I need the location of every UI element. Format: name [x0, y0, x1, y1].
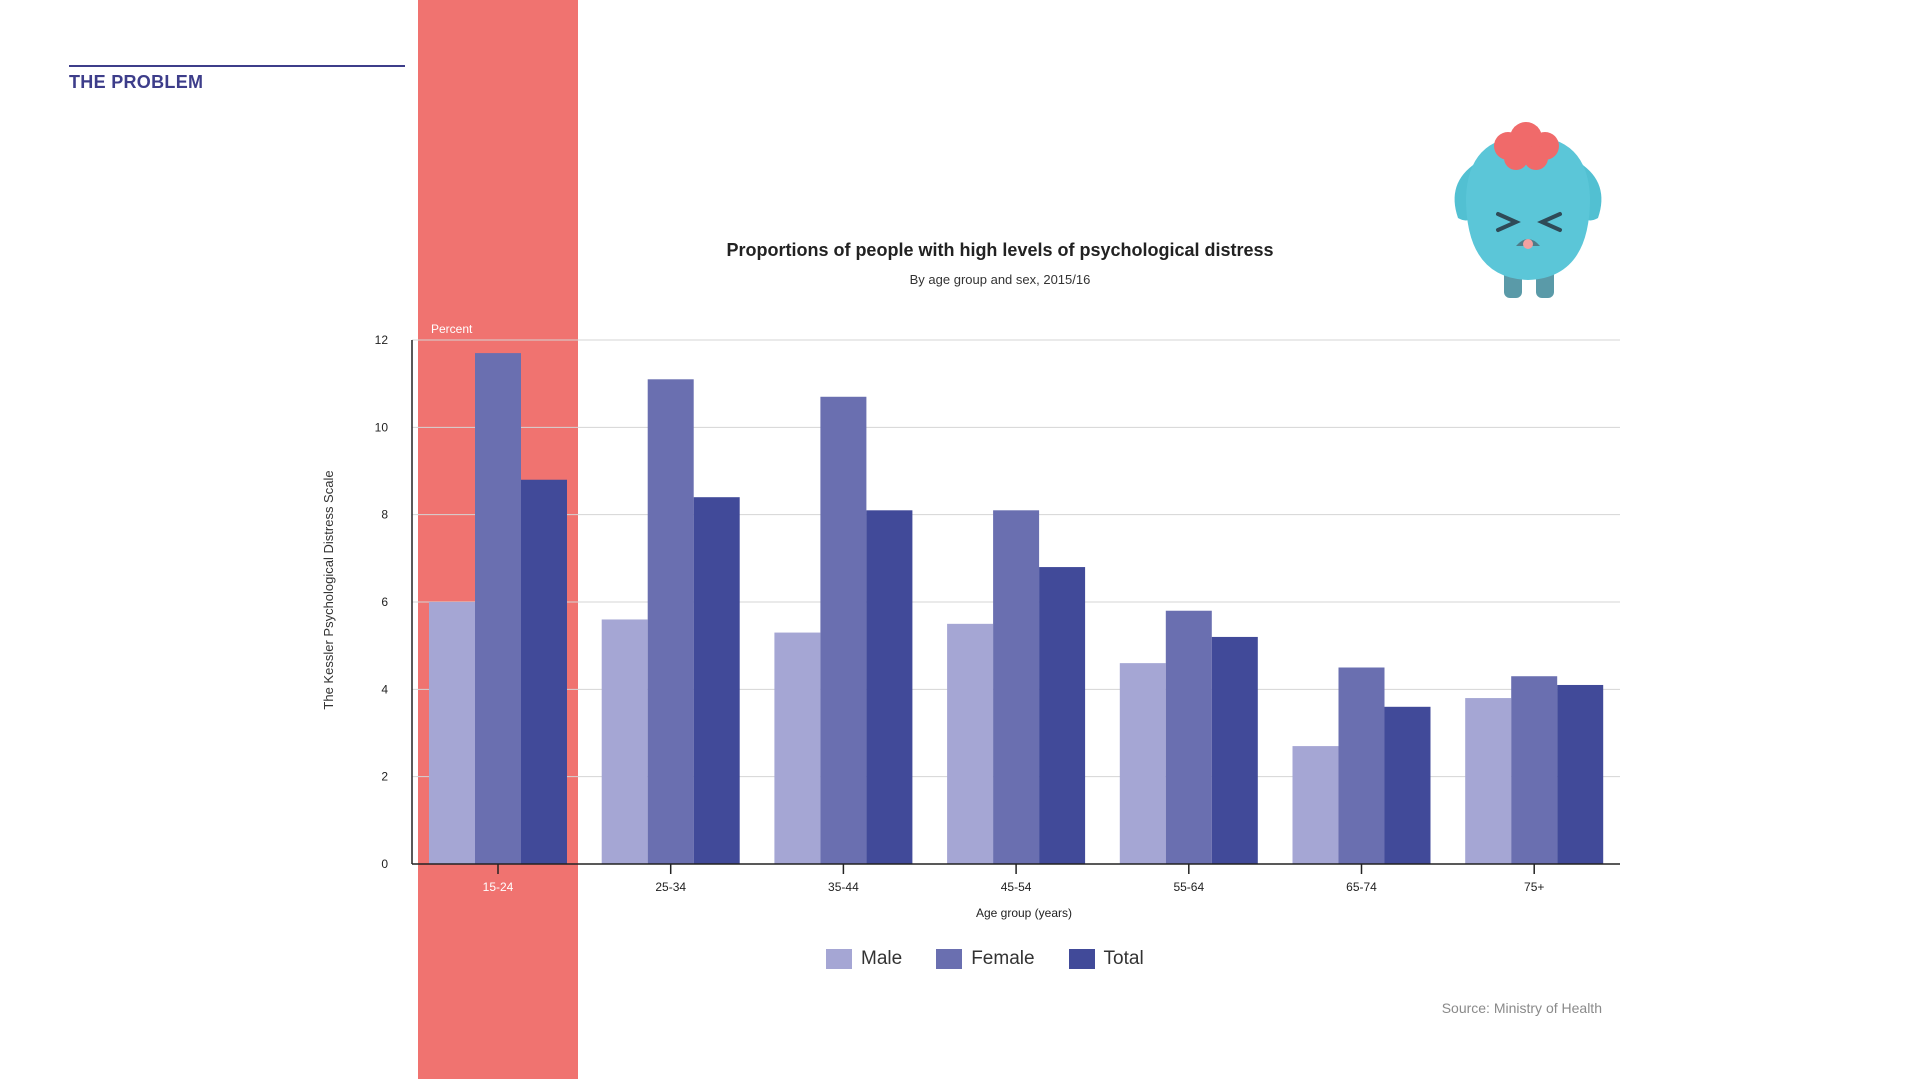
- bar-total-45-54: [1039, 567, 1086, 864]
- y-tick-label: 2: [381, 770, 388, 784]
- legend-label-female: Female: [971, 948, 1035, 969]
- legend-item-male: Male: [826, 948, 902, 970]
- bar-female-75+: [1511, 676, 1558, 864]
- chart-subtitle: By age group and sex, 2015/16: [909, 272, 1091, 287]
- axes: 0 2 4 6 8 10 12 15-24 25-34 35-44 45-54 55-64 65-74 7…: [375, 333, 1620, 894]
- legend-label-male: Male: [861, 948, 903, 969]
- x-tick-label: 35-44: [828, 880, 859, 894]
- bar-male-25-34: [601, 619, 648, 864]
- x-tick-label: 45-54: [1001, 880, 1032, 894]
- legend-swatch-female: [936, 949, 963, 969]
- bar-total-65-74: [1384, 706, 1431, 864]
- stressed-brain-mascot-icon: [1454, 122, 1602, 298]
- y-tick-label: 12: [375, 333, 389, 347]
- y-tick-label: 4: [381, 682, 388, 696]
- y-axis-title: The Kessler Psychological Distress Scale: [321, 470, 336, 709]
- chart-title: Proportions of people with high levels o…: [726, 240, 1274, 260]
- bar-female-25-34: [647, 379, 694, 864]
- x-tick-label: 75+: [1524, 880, 1544, 894]
- bar-male-15-24: [429, 602, 475, 864]
- y-tick-label: 6: [381, 595, 388, 609]
- bar-female-55-64: [1165, 610, 1212, 864]
- y-tick-label: 8: [381, 508, 388, 522]
- y-tick-label: 10: [375, 420, 389, 434]
- section-divider: [69, 65, 405, 67]
- bar-male-45-54: [947, 623, 994, 864]
- source-note: Source: Ministry of Health: [1441, 1000, 1602, 1016]
- section-title: THE PROBLEM: [69, 72, 204, 92]
- bars: [429, 353, 1604, 864]
- bar-female-45-54: [993, 510, 1040, 864]
- x-tick-label: 65-74: [1346, 880, 1377, 894]
- bar-female-65-74: [1338, 667, 1385, 864]
- bar-male-35-44: [774, 632, 821, 864]
- bar-male-75+: [1465, 698, 1512, 864]
- bar-male-55-64: [1119, 663, 1166, 864]
- bar-total-75+: [1557, 684, 1604, 864]
- y-tick-label: 0: [381, 857, 388, 871]
- legend: Male Female Total: [826, 948, 1144, 970]
- bar-total-35-44: [866, 510, 913, 864]
- bar-total-25-34: [693, 497, 740, 864]
- x-tick-label: 15-24: [483, 880, 514, 894]
- unit-label: Percent: [431, 322, 473, 336]
- legend-item-total: Total: [1068, 948, 1144, 970]
- bar-female-35-44: [820, 396, 867, 864]
- x-axis-title: Age group (years): [976, 906, 1072, 920]
- legend-item-female: Female: [936, 948, 1035, 970]
- x-tick-label: 55-64: [1173, 880, 1204, 894]
- x-tick-label: 25-34: [655, 880, 686, 894]
- bar-total-55-64: [1211, 636, 1258, 864]
- bar-female-15-24: [475, 353, 521, 864]
- legend-swatch-total: [1068, 949, 1095, 969]
- bar-male-65-74: [1292, 746, 1339, 864]
- legend-label-total: Total: [1103, 948, 1144, 969]
- legend-swatch-male: [826, 949, 852, 969]
- bar-total-15-24: [521, 479, 567, 864]
